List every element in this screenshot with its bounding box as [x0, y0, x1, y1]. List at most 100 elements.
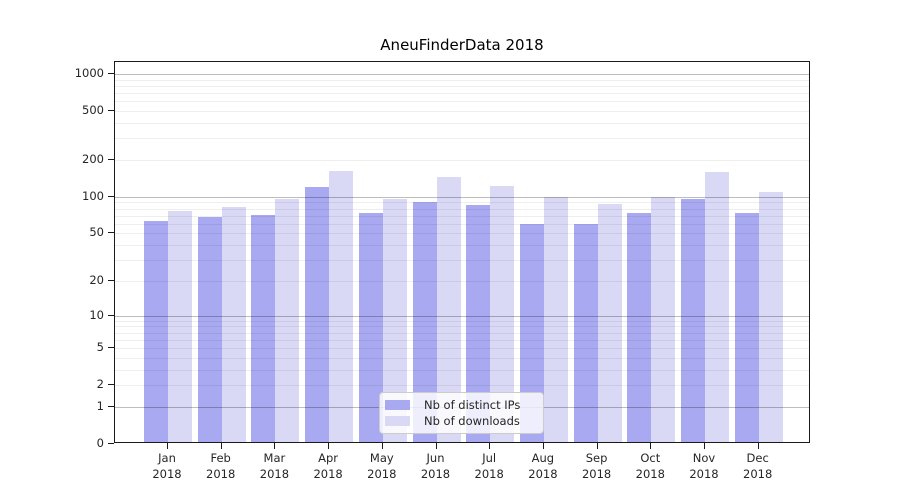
y-tick-mark: [108, 232, 114, 234]
y-tick-label: 2: [96, 377, 104, 392]
y-gridline-minor: [115, 332, 809, 334]
legend-item-distinct-ips: Nb of distinct IPs: [385, 397, 543, 412]
y-gridline-minor: [115, 233, 809, 235]
y-gridline-minor: [115, 208, 809, 210]
legend-swatch-downloads-icon: [385, 416, 410, 426]
bar-downloads-nov: [705, 171, 729, 442]
y-tick-mark: [108, 195, 114, 197]
bar-distinct-ips-jan: [144, 221, 168, 442]
x-tick-label-sep: Sep 2018: [581, 451, 612, 481]
bar-distinct-ips-may: [358, 213, 383, 442]
bar-downloads-aug: [543, 197, 568, 442]
y-gridline-major: [115, 196, 809, 198]
x-tick-mark: [328, 443, 330, 449]
y-gridline-minor: [115, 326, 809, 328]
plot-area: [114, 61, 810, 443]
y-gridline-major: [115, 315, 809, 317]
bar-distinct-ips-oct: [627, 213, 652, 442]
x-tick-label-jan: Jan 2018: [152, 451, 182, 481]
y-tick-label: 200: [82, 152, 104, 167]
y-gridline-minor: [115, 85, 809, 87]
legend: Nb of distinct IPs Nb of downloads: [379, 392, 544, 434]
y-tick-label: 1: [96, 398, 104, 413]
x-tick-mark: [435, 443, 437, 449]
bar-downloads-mar: [275, 198, 300, 442]
x-tick-label-nov: Nov 2018: [689, 451, 719, 481]
y-tick-label: 1000: [74, 66, 104, 81]
x-tick-label-feb: Feb 2018: [206, 451, 236, 481]
x-tick-mark: [650, 443, 652, 449]
y-tick-label: 500: [82, 103, 104, 118]
y-tick-mark: [108, 159, 114, 161]
x-tick-mark: [596, 443, 598, 449]
y-tick-mark: [108, 443, 114, 444]
bar-downloads-sep: [597, 204, 622, 442]
y-gridline-minor: [115, 101, 809, 103]
x-tick-label-mar: Mar 2018: [259, 451, 290, 481]
legend-label-distinct-ips: Nb of distinct IPs: [424, 397, 521, 412]
bar-distinct-ips-feb: [197, 216, 222, 442]
x-tick-mark: [542, 443, 544, 449]
y-gridline-minor: [115, 79, 809, 81]
x-tick-mark: [489, 443, 491, 449]
bar-distinct-ips-dec: [734, 213, 759, 442]
y-tick-label: 0: [96, 436, 104, 450]
y-gridline-minor: [115, 111, 809, 113]
x-tick-label-oct: Oct 2018: [635, 451, 665, 481]
y-tick-mark: [108, 279, 114, 281]
x-tick-mark: [274, 443, 276, 449]
y-gridline-minor: [115, 160, 809, 162]
y-gridline-minor: [115, 215, 809, 217]
legend-swatch-distinct-ips-icon: [385, 400, 410, 410]
y-gridline-minor: [115, 348, 809, 350]
x-tick-mark: [757, 443, 759, 449]
y-gridline-minor: [115, 123, 809, 125]
y-tick-mark: [108, 384, 114, 386]
y-gridline-minor: [115, 202, 809, 204]
y-gridline-minor: [115, 280, 809, 282]
bar-downloads-feb: [221, 206, 246, 442]
y-tick-label: 50: [89, 225, 104, 240]
bar-distinct-ips-apr: [305, 187, 330, 442]
y-tick-label: 20: [89, 272, 104, 287]
legend-label-downloads: Nb of downloads: [424, 413, 520, 428]
y-tick-mark: [108, 405, 114, 407]
x-tick-mark: [220, 443, 222, 449]
y-gridline-minor: [115, 260, 809, 262]
x-tick-label-apr: Apr 2018: [313, 451, 343, 481]
x-tick-mark: [381, 443, 383, 449]
y-gridline-minor: [115, 369, 809, 371]
gridlines-layer: [115, 62, 809, 442]
y-gridline-minor: [115, 223, 809, 225]
legend-item-downloads: Nb of downloads: [385, 413, 543, 428]
y-tick-label: 100: [82, 188, 104, 203]
y-tick-mark: [108, 347, 114, 349]
x-tick-label-may: May 2018: [367, 451, 397, 481]
bar-distinct-ips-nov: [681, 198, 705, 442]
y-gridline-minor: [115, 93, 809, 95]
y-tick-label: 10: [89, 307, 104, 322]
x-tick-mark: [704, 443, 705, 449]
y-tick-mark: [108, 110, 114, 112]
y-tick-mark: [108, 73, 114, 75]
bar-downloads-jan: [168, 210, 192, 442]
y-tick-mark: [108, 314, 114, 316]
bar-distinct-ips-mar: [251, 214, 276, 442]
y-gridline-minor: [115, 245, 809, 247]
y-tick-label: 5: [96, 340, 104, 355]
y-gridline-minor: [115, 320, 809, 322]
y-gridline-major: [115, 74, 809, 76]
bar-distinct-ips-sep: [573, 223, 598, 442]
bar-downloads-oct: [651, 197, 676, 442]
x-tick-label-jun: Jun 2018: [420, 451, 451, 481]
y-gridline-minor: [115, 138, 809, 140]
x-tick-label-dec: Dec 2018: [743, 451, 773, 481]
y-gridline-minor: [115, 385, 809, 387]
x-tick-label-jul: Jul 2018: [474, 451, 504, 481]
chart-title: AneuFinderData 2018: [380, 36, 544, 54]
bar-downloads-apr: [329, 171, 354, 442]
x-tick-mark: [167, 443, 168, 449]
y-gridline-minor: [115, 357, 809, 359]
y-gridline-minor: [115, 339, 809, 341]
